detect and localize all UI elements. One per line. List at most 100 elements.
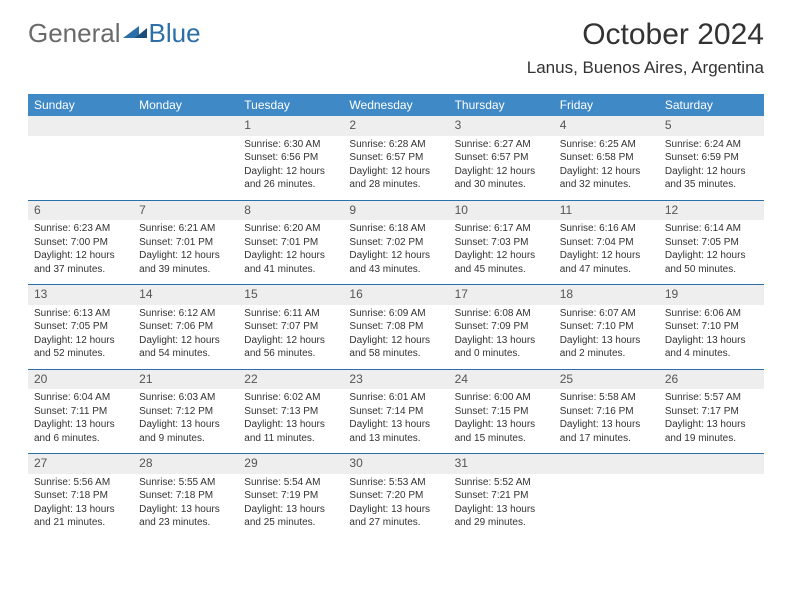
day-number: 18 [554, 285, 659, 305]
day-body: Sunrise: 6:14 AMSunset: 7:05 PMDaylight:… [659, 220, 764, 284]
daylight-line: Daylight: 12 hours and 26 minutes. [244, 165, 337, 192]
day-body [659, 474, 764, 522]
sunset-line: Sunset: 7:03 PM [455, 236, 548, 250]
day-body [554, 474, 659, 522]
sunrise-line: Sunrise: 6:00 AM [455, 391, 548, 405]
daylight-line: Daylight: 13 hours and 13 minutes. [349, 418, 442, 445]
sunrise-line: Sunrise: 6:09 AM [349, 307, 442, 321]
sunset-line: Sunset: 7:12 PM [139, 405, 232, 419]
sunrise-line: Sunrise: 6:12 AM [139, 307, 232, 321]
day-number [28, 116, 133, 136]
daylight-line: Daylight: 13 hours and 29 minutes. [455, 503, 548, 530]
day-number [554, 454, 659, 474]
daylight-line: Daylight: 13 hours and 11 minutes. [244, 418, 337, 445]
daylight-line: Daylight: 12 hours and 58 minutes. [349, 334, 442, 361]
sunrise-line: Sunrise: 5:55 AM [139, 476, 232, 490]
day-cell: 11Sunrise: 6:16 AMSunset: 7:04 PMDayligh… [554, 201, 659, 285]
daylight-line: Daylight: 12 hours and 43 minutes. [349, 249, 442, 276]
week-row: 13 Sunrise: 6:13 AMSunset: 7:05 PM Dayligh… [28, 285, 764, 369]
week-row: 20Sunrise: 6:04 AMSunset: 7:11 PMDayligh… [28, 370, 764, 454]
sunset-line: Sunset: 7:17 PM [665, 405, 758, 419]
day-cell: 7Sunrise: 6:21 AMSunset: 7:01 PMDaylight… [133, 201, 238, 285]
sunrise-line: Sunrise: 6:28 AM [349, 138, 442, 152]
day-body: Sunrise: 5:55 AMSunset: 7:18 PMDaylight:… [133, 474, 238, 538]
day-number: 17 [449, 285, 554, 305]
day-cell: 1Sunrise: 6:30 AMSunset: 6:56 PMDaylight… [238, 116, 343, 200]
day-cell: 6Sunrise: 6:23 AMSunset: 7:00 PMDaylight… [28, 201, 133, 285]
sunrise-line: Sunrise: 5:58 AM [560, 391, 653, 405]
day-number: 28 [133, 454, 238, 474]
daylight-line: Daylight: 13 hours and 9 minutes. [139, 418, 232, 445]
day-number: 23 [343, 370, 448, 390]
day-number: 16 [343, 285, 448, 305]
day-body: Sunrise: 5:52 AMSunset: 7:21 PMDaylight:… [449, 474, 554, 538]
sunset-line: Sunset: 7:10 PM [665, 320, 758, 334]
day-body [133, 136, 238, 184]
daylight-line: Daylight: 12 hours and 50 minutes. [665, 249, 758, 276]
day-number: 14 [133, 285, 238, 305]
day-number: 3 [449, 116, 554, 136]
daylight-line: Daylight: 12 hours and 32 minutes. [560, 165, 653, 192]
day-number: 15 [238, 285, 343, 305]
day-number: 11 [554, 201, 659, 221]
daylight-line: Daylight: 12 hours and 45 minutes. [455, 249, 548, 276]
sunset-line: Sunset: 7:15 PM [455, 405, 548, 419]
day-number: 8 [238, 201, 343, 221]
day-number [659, 454, 764, 474]
day-number: 10 [449, 201, 554, 221]
day-body: Sunrise: 6:24 AMSunset: 6:59 PMDaylight:… [659, 136, 764, 200]
daylight-line: Daylight: 13 hours and 23 minutes. [139, 503, 232, 530]
day-number: 13 [28, 285, 133, 305]
sunset-line: Sunset: 7:00 PM [34, 236, 127, 250]
sunrise-line: Sunrise: 6:25 AM [560, 138, 653, 152]
day-body: Sunrise: 6:18 AMSunset: 7:02 PMDaylight:… [343, 220, 448, 284]
sunset-line: Sunset: 7:01 PM [139, 236, 232, 250]
day-body: Sunrise: 6:02 AMSunset: 7:13 PMDaylight:… [238, 389, 343, 453]
sunrise-line: Sunrise: 6:14 AM [665, 222, 758, 236]
sunset-line: Sunset: 7:18 PM [139, 489, 232, 503]
sunrise-line: Sunrise: 5:52 AM [455, 476, 548, 490]
sunset-line: Sunset: 7:06 PM [139, 320, 232, 334]
sunrise-line: Sunrise: 6:21 AM [139, 222, 232, 236]
day-cell: 27Sunrise: 5:56 AMSunset: 7:18 PMDayligh… [28, 454, 133, 538]
sunset-line: Sunset: 7:05 PM [34, 320, 127, 334]
sunrise-line: Sunrise: 6:27 AM [455, 138, 548, 152]
month-title: October 2024 [527, 18, 764, 52]
day-cell: 19Sunrise: 6:06 AMSunset: 7:10 PMDayligh… [659, 285, 764, 369]
day-cell [133, 116, 238, 200]
location: Lanus, Buenos Aires, Argentina [527, 58, 764, 78]
day-cell: 24Sunrise: 6:00 AMSunset: 7:15 PMDayligh… [449, 370, 554, 454]
day-body: Sunrise: 6:06 AMSunset: 7:10 PMDaylight:… [659, 305, 764, 369]
day-number: 5 [659, 116, 764, 136]
daylight-line: Daylight: 13 hours and 4 minutes. [665, 334, 758, 361]
day-cell: 9Sunrise: 6:18 AMSunset: 7:02 PMDaylight… [343, 201, 448, 285]
sunrise-line: Sunrise: 6:08 AM [455, 307, 548, 321]
day-of-week-header: Sunday [28, 94, 133, 116]
sunrise-line: Sunrise: 6:23 AM [34, 222, 127, 236]
day-body: Sunrise: 5:53 AMSunset: 7:20 PMDaylight:… [343, 474, 448, 538]
sunrise-line: Sunrise: 5:54 AM [244, 476, 337, 490]
day-of-week-row: SundayMondayTuesdayWednesdayThursdayFrid… [28, 94, 764, 116]
day-body: Sunrise: 6:04 AMSunset: 7:11 PMDaylight:… [28, 389, 133, 453]
sunset-line: Sunset: 7:19 PM [244, 489, 337, 503]
daylight-line: Daylight: 13 hours and 2 minutes. [560, 334, 653, 361]
day-cell: 13Sunrise: 6:13 AMSunset: 7:05 PMDayligh… [28, 285, 133, 369]
day-number: 29 [238, 454, 343, 474]
day-of-week-header: Tuesday [238, 94, 343, 116]
sunset-line: Sunset: 6:57 PM [455, 151, 548, 165]
day-number [133, 116, 238, 136]
sunrise-line: Sunrise: 5:53 AM [349, 476, 442, 490]
day-cell: 30Sunrise: 5:53 AMSunset: 7:20 PMDayligh… [343, 454, 448, 538]
sunset-line: Sunset: 7:14 PM [349, 405, 442, 419]
day-of-week-header: Thursday [449, 94, 554, 116]
sunrise-line: Sunrise: 6:01 AM [349, 391, 442, 405]
day-number: 2 [343, 116, 448, 136]
sunrise-line: Sunrise: 5:57 AM [665, 391, 758, 405]
day-number: 31 [449, 454, 554, 474]
sunrise-line: Sunrise: 6:13 AM [34, 307, 127, 321]
day-number: 26 [659, 370, 764, 390]
sunrise-line: Sunrise: 6:20 AM [244, 222, 337, 236]
day-cell [28, 116, 133, 200]
sunrise-line: Sunrise: 6:30 AM [244, 138, 337, 152]
day-body: Sunrise: 6:20 AMSunset: 7:01 PMDaylight:… [238, 220, 343, 284]
